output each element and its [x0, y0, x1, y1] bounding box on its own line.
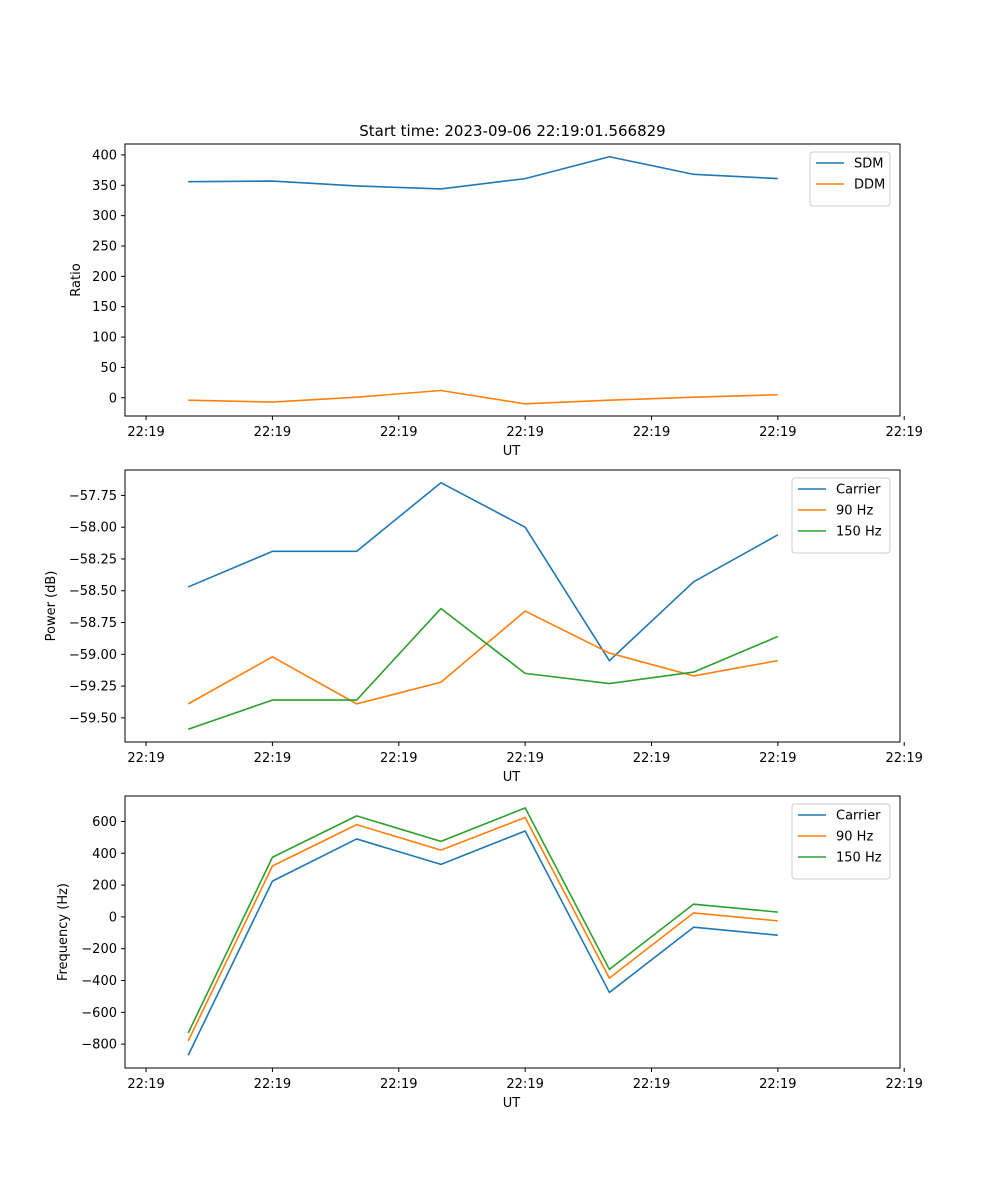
legend-label: Carrier: [836, 809, 881, 824]
legend-label: 90 Hz: [836, 830, 873, 845]
series-line-carrier: [187, 481, 779, 662]
y-tick-label: 300: [92, 209, 117, 224]
y-axis-label: Power (dB): [44, 571, 59, 642]
legend-label: DDM: [854, 178, 885, 193]
x-tick-label: 22:19: [506, 425, 543, 440]
legend-label: 150 Hz: [836, 851, 882, 866]
y-tick-label: −58.00: [69, 521, 117, 536]
axes-frame: [124, 143, 901, 417]
series-line-150-hz: [187, 607, 779, 731]
x-tick-label: 22:19: [380, 1077, 417, 1092]
y-tick-label: 250: [92, 240, 117, 255]
x-tick-label: 22:19: [254, 1077, 291, 1092]
y-tick-label: 100: [92, 331, 117, 346]
series-line-150-hz: [187, 807, 778, 1034]
chart-title: Start time: 2023-09-06 22:19:01.566829: [359, 122, 665, 140]
y-tick-label: −58.25: [69, 552, 117, 567]
y-tick-label: 50: [100, 361, 117, 376]
y-tick-label: −59.00: [69, 648, 117, 663]
y-tick-label: −58.50: [69, 584, 117, 599]
x-tick-label: 22:19: [759, 751, 796, 766]
series-line-sdm: [188, 155, 778, 190]
x-axis-label: UT: [503, 1096, 521, 1111]
y-tick-label: 150: [92, 300, 117, 315]
y-tick-label: 0: [109, 910, 117, 925]
series-line-carrier: [187, 830, 778, 1056]
y-tick-label: −800: [81, 1038, 117, 1053]
y-tick-label: 350: [92, 179, 117, 194]
y-tick-label: −59.50: [69, 711, 117, 726]
legend: Carrier 90 Hz 150 Hz: [791, 477, 891, 554]
series-line-ddm: [188, 389, 778, 405]
y-tick-label: −400: [81, 974, 117, 989]
y-tick-label: 0: [109, 391, 117, 406]
panel-1: 22:19 22:19 22:19 22:19 22:19 22:19 22:19 0 50 10…: [69, 122, 923, 459]
x-tick-label: 22:19: [633, 1077, 670, 1092]
axes-frame: [124, 469, 901, 743]
x-tick-label: 22:19: [127, 1077, 164, 1092]
x-tick-label: 22:19: [506, 1077, 543, 1092]
legend-box: [791, 803, 891, 880]
x-tick-label: 22:19: [127, 751, 164, 766]
y-tick-label: −600: [81, 1006, 117, 1021]
x-tick-label: 22:19: [885, 1077, 922, 1092]
x-tick-label: 22:19: [254, 751, 291, 766]
series-line-90-hz: [187, 816, 778, 1042]
y-tick-label: 200: [92, 879, 117, 894]
x-tick-label: 22:19: [380, 425, 417, 440]
x-tick-label: 22:19: [633, 751, 670, 766]
x-tick-label: 22:19: [885, 425, 922, 440]
y-tick-label: −57.75: [69, 489, 117, 504]
x-tick-label: 22:19: [380, 751, 417, 766]
y-axis-label: Frequency (Hz): [56, 883, 71, 981]
panel-3: 22:19 22:19 22:19 22:19 22:19 22:19 22:19 −800 −…: [56, 795, 923, 1111]
axes-frame: [124, 795, 901, 1069]
y-tick-label: 400: [92, 148, 117, 163]
y-tick-label: −200: [81, 942, 117, 957]
x-axis-label: UT: [503, 444, 521, 459]
y-axis-label: Ratio: [69, 263, 84, 296]
legend-label: Carrier: [836, 483, 881, 498]
legend-label: 90 Hz: [836, 504, 873, 519]
legend-box: [791, 477, 891, 554]
y-tick-label: 200: [92, 270, 117, 285]
legend-label: 150 Hz: [836, 525, 882, 540]
y-tick-label: −59.25: [69, 680, 117, 695]
x-tick-label: 22:19: [254, 425, 291, 440]
x-tick-label: 22:19: [506, 751, 543, 766]
x-axis-label: UT: [503, 770, 521, 785]
y-tick-label: 600: [92, 815, 117, 830]
x-tick-label: 22:19: [759, 425, 796, 440]
legend-label: SDM: [854, 157, 883, 172]
y-tick-label: −58.75: [69, 616, 117, 631]
x-tick-label: 22:19: [633, 425, 670, 440]
legend: SDM DDM: [809, 151, 891, 207]
y-tick-label: 400: [92, 847, 117, 862]
legend: Carrier 90 Hz 150 Hz: [791, 803, 891, 880]
x-tick-label: 22:19: [127, 425, 164, 440]
series-line-90-hz: [187, 610, 778, 705]
x-tick-label: 22:19: [759, 1077, 796, 1092]
legend-box: [809, 151, 891, 207]
panel-2: 22:19 22:19 22:19 22:19 22:19 22:19 22:19 −59.5…: [44, 469, 923, 785]
x-tick-label: 22:19: [885, 751, 922, 766]
